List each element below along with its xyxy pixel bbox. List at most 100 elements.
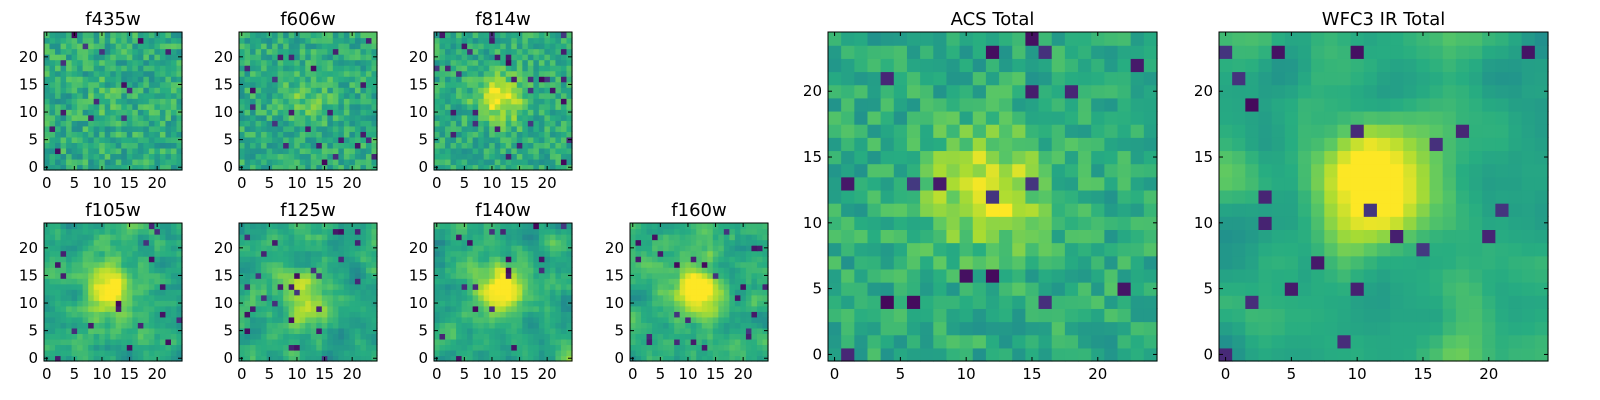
heatmap-cell: [299, 349, 306, 357]
heatmap-cell: [88, 338, 95, 346]
heatmap-cell: [527, 70, 534, 77]
heatmap-cell: [99, 92, 106, 99]
heatmap-cell: [266, 333, 273, 340]
heatmap-cell: [110, 98, 117, 105]
heatmap-cell: [88, 70, 95, 77]
heatmap-cell: [657, 267, 664, 274]
heatmap-cell: [999, 321, 1013, 336]
heatmap-cell: [294, 267, 301, 274]
heatmap-cell: [154, 278, 161, 285]
heatmap-cell: [483, 147, 490, 155]
heatmap-cell: [154, 250, 161, 257]
heatmap-cell: [60, 283, 67, 290]
heatmap-cell: [751, 234, 758, 241]
heatmap-cell: [560, 267, 568, 274]
heatmap-cell: [165, 98, 172, 105]
heatmap-cell: [321, 338, 328, 346]
heatmap-cell: [82, 81, 89, 88]
heatmap-cell: [244, 43, 251, 50]
heatmap-cell: [88, 120, 95, 127]
heatmap-cell: [478, 131, 485, 138]
heatmap-cell: [516, 37, 523, 44]
heatmap-cell: [533, 267, 540, 274]
heatmap-cell: [1012, 189, 1026, 204]
heatmap-cell: [93, 164, 100, 171]
heatmap-cell: [143, 245, 150, 252]
heatmap-cell: [729, 239, 736, 246]
heatmap-cell: [489, 338, 496, 346]
heatmap-cell: [478, 65, 485, 72]
heatmap-cell: [349, 54, 356, 61]
heatmap-cell: [549, 305, 557, 312]
heatmap-cell: [55, 338, 62, 346]
heatmap-cell: [244, 322, 251, 329]
heatmap-cell: [132, 147, 139, 155]
heatmap-cell: [690, 327, 697, 334]
heatmap-cell: [1038, 308, 1053, 323]
heatmap-cell: [478, 76, 485, 83]
heatmap-cell: [159, 283, 167, 290]
heatmap-cell: [685, 239, 692, 246]
heatmap-cell: [522, 289, 529, 296]
heatmap-cell: [255, 234, 262, 241]
heatmap-cell: [360, 272, 367, 279]
heatmap-cell: [137, 322, 144, 329]
heatmap-cell: [439, 164, 446, 171]
heatmap-cell: [176, 92, 183, 99]
heatmap-cell: [679, 338, 686, 346]
heatmap-cell: [110, 344, 117, 351]
heatmap-cell: [115, 283, 122, 290]
heatmap-cell: [544, 267, 551, 274]
heatmap-cell: [516, 109, 523, 116]
heatmap-cell: [121, 32, 128, 39]
heatmap-cell: [170, 92, 178, 99]
heatmap-cell: [1130, 268, 1145, 283]
heatmap-cell: [740, 316, 747, 323]
heatmap-cell: [906, 203, 921, 217]
heatmap-cell: [456, 338, 463, 346]
heatmap-cell: [511, 355, 518, 362]
y-tick-label: 15: [214, 75, 233, 93]
heatmap-cell: [288, 316, 295, 323]
heatmap-cell: [126, 37, 133, 44]
heatmap-cell: [701, 344, 708, 351]
heatmap-cell: [467, 153, 474, 160]
heatmap-cell: [126, 114, 133, 121]
heatmap-cell: [343, 344, 350, 351]
heatmap-cell: [533, 311, 540, 318]
heatmap-cell: [332, 37, 339, 44]
heatmap-cell: [288, 103, 295, 110]
heatmap-cell: [1091, 203, 1105, 217]
heatmap-cell: [1078, 321, 1092, 336]
heatmap-cell: [439, 81, 446, 88]
heatmap-cell: [751, 355, 758, 362]
heatmap-cell: [707, 300, 714, 307]
heatmap-cell: [115, 228, 122, 235]
heatmap-cell: [349, 344, 356, 351]
heatmap-cell: [104, 125, 111, 132]
heatmap-cell: [354, 43, 362, 50]
heatmap-cell: [305, 256, 312, 263]
heatmap-cell: [450, 316, 457, 323]
heatmap-cell: [159, 32, 167, 39]
heatmap-cell: [104, 234, 111, 241]
heatmap-cell: [148, 316, 155, 323]
heatmap-cell: [66, 355, 73, 362]
heatmap-cell: [1130, 189, 1145, 204]
heatmap-cell: [170, 239, 178, 246]
heatmap-cell: [933, 334, 948, 349]
heatmap-cell: [365, 131, 373, 138]
heatmap-cell: [472, 87, 479, 94]
heatmap-cell: [255, 81, 262, 88]
heatmap-cell: [456, 322, 463, 329]
heatmap-cell: [566, 76, 573, 83]
heatmap-cell: [1051, 334, 1066, 349]
heatmap-cell: [690, 305, 697, 312]
heatmap-cell: [60, 267, 67, 274]
heatmap-cell: [305, 261, 312, 268]
heatmap-cell: [360, 239, 367, 246]
heatmap-cell: [467, 142, 474, 149]
heatmap-cell: [734, 267, 741, 274]
heatmap-cell: [696, 322, 703, 329]
